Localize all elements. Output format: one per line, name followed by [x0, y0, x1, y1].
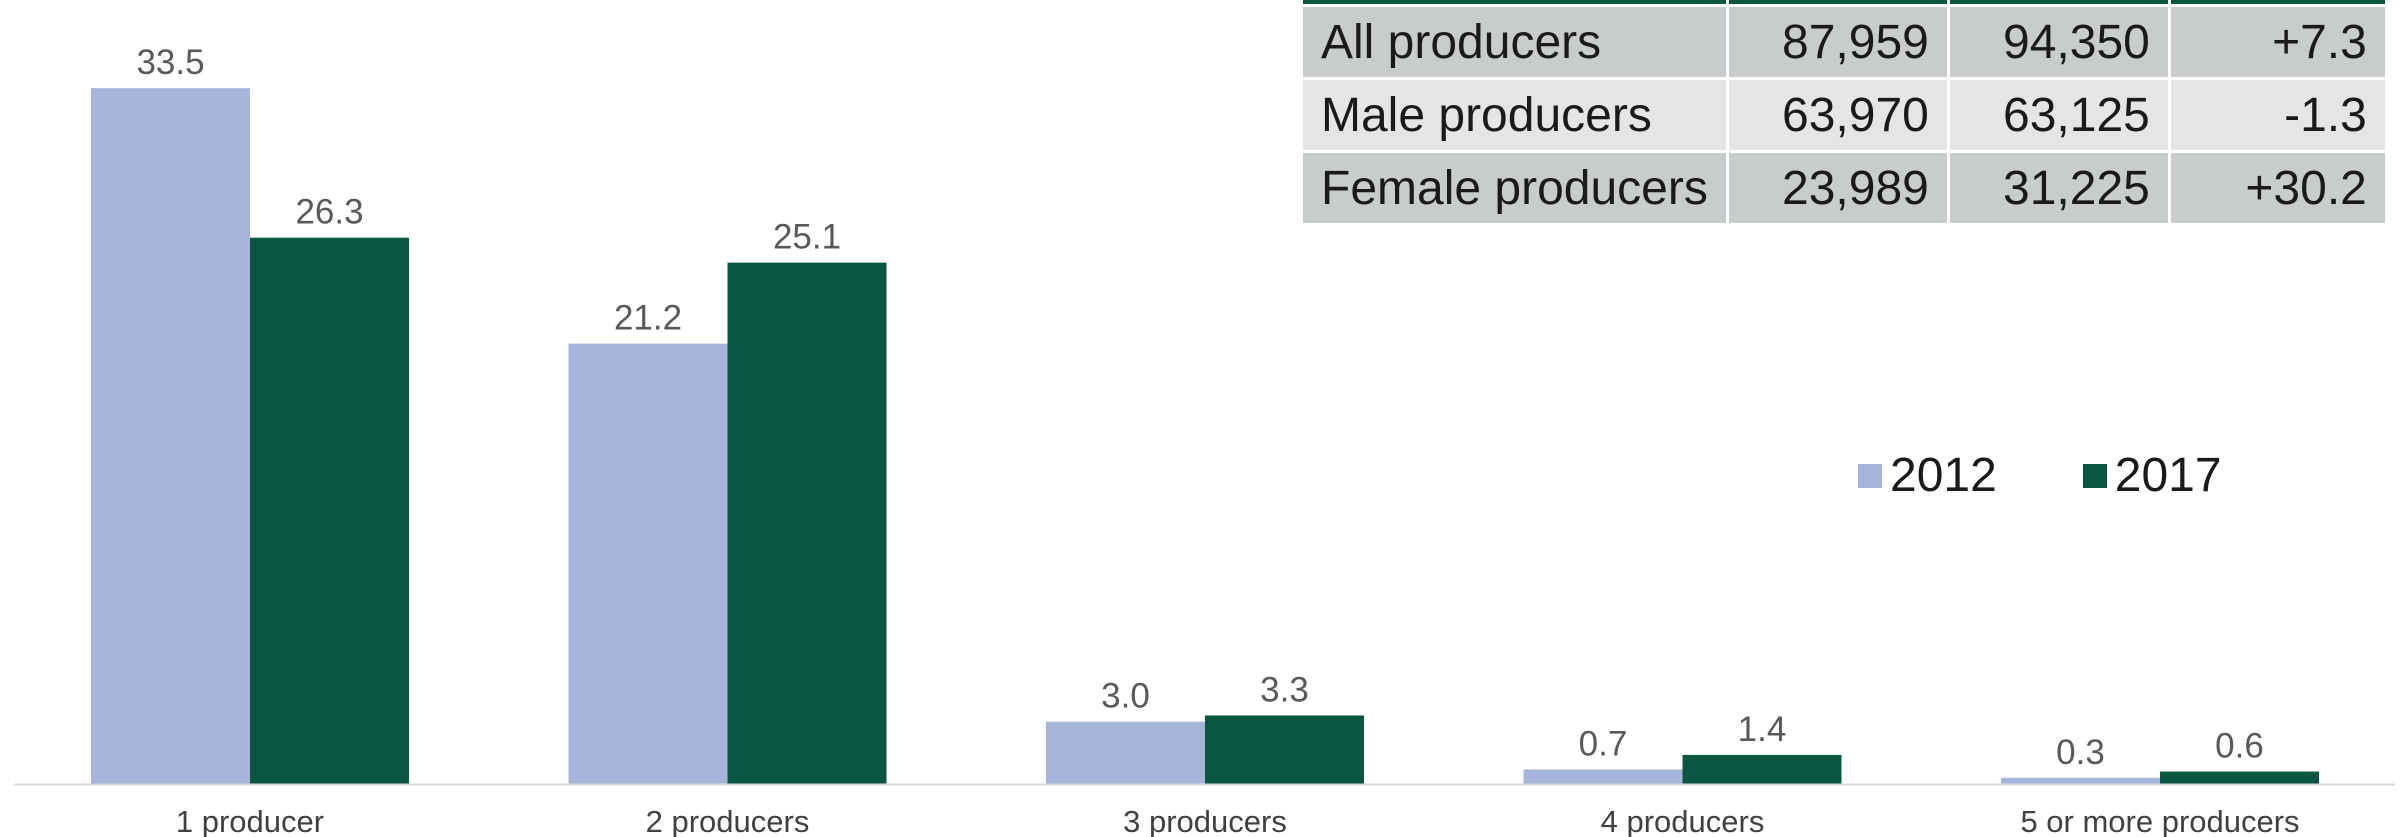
table-row-female-producers: Female producers 23,989 31,225 +30.2 — [1303, 153, 2385, 223]
data-label-2012-1: 33.5 — [136, 43, 204, 82]
table-row-label: Male producers — [1303, 80, 1726, 150]
bar-2017-2 — [727, 262, 887, 784]
table-cell-2017: 63,125 — [1949, 80, 2168, 150]
bar-2012-1 — [91, 88, 250, 784]
table-header-row — [1303, 0, 2385, 4]
table-cell-2017: 94,350 — [1949, 7, 2168, 77]
data-label-2012-3: 3.0 — [1101, 677, 1150, 716]
table-cell-change: -1.3 — [2170, 80, 2385, 150]
table-header-cell — [2170, 0, 2385, 4]
x-tick-label-2: 2 producers — [646, 804, 810, 837]
x-tick-label-5: 5 or more producers — [2020, 804, 2299, 837]
bar-2012-3 — [1046, 721, 1205, 784]
table-header-cell — [1949, 0, 2168, 4]
legend-entry-2012: 2012 — [1858, 452, 1997, 500]
data-label-2017-1: 26.3 — [295, 193, 363, 232]
producers-summary-table: All producers 87,959 94,350 +7.3 Male pr… — [1300, 0, 2388, 226]
legend-swatch-2012 — [1858, 464, 1882, 488]
legend-swatch-2017 — [2082, 464, 2107, 488]
bar-2012-4 — [1523, 769, 1683, 784]
table-cell-change: +30.2 — [2170, 153, 2385, 223]
data-label-2012-4: 0.7 — [1579, 724, 1628, 763]
table-row-male-producers: Male producers 63,970 63,125 -1.3 — [1303, 80, 2385, 150]
table-row-label: Female producers — [1303, 153, 1726, 223]
legend-label-2012: 2012 — [1890, 449, 1997, 502]
table-cell-2012: 63,970 — [1728, 80, 1947, 150]
x-tick-label-4: 4 producers — [1601, 804, 1765, 837]
table-cell-2017: 31,225 — [1949, 153, 2168, 223]
data-label-2017-4: 1.4 — [1738, 710, 1787, 749]
table-cell-2012: 23,989 — [1728, 153, 1947, 223]
x-tick-label-1: 1 producer — [176, 804, 324, 837]
table-row-all-producers: All producers 87,959 94,350 +7.3 — [1303, 7, 2385, 77]
data-label-2012-2: 21.2 — [614, 299, 682, 338]
data-label-2012-5: 0.3 — [2056, 733, 2105, 772]
data-label-2017-2: 25.1 — [773, 218, 841, 257]
table-row-label: All producers — [1303, 7, 1726, 77]
table-header-cell — [1303, 0, 1726, 4]
bar-2017-1 — [250, 237, 409, 784]
table-cell-change: +7.3 — [2170, 7, 2385, 77]
bar-2017-4 — [1682, 754, 1842, 784]
data-label-2017-5: 0.6 — [2215, 727, 2264, 766]
data-label-2017-3: 3.3 — [1260, 670, 1309, 709]
bar-2012-5 — [2001, 777, 2160, 784]
bar-2017-5 — [2160, 771, 2319, 784]
bar-2012-2 — [568, 343, 728, 784]
chart-legend: 2012 2017 — [1858, 448, 2222, 504]
legend-label-2017: 2017 — [2114, 449, 2222, 502]
legend-entry-2017: 2017 — [2082, 449, 2222, 502]
bar-2017-3 — [1205, 715, 1364, 784]
table-header-cell — [1728, 0, 1947, 4]
table-cell-2012: 87,959 — [1728, 7, 1947, 77]
x-tick-label-3: 3 producers — [1123, 804, 1287, 837]
